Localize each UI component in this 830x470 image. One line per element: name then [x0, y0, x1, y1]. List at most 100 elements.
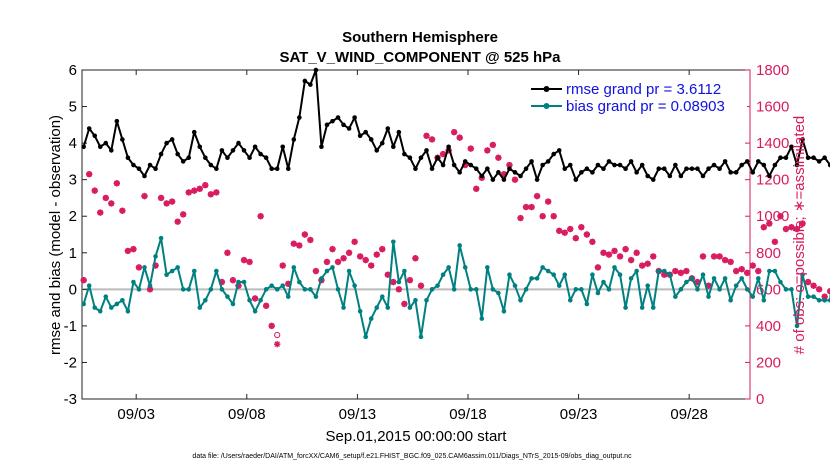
assimilated-obs-point — [174, 218, 181, 225]
y-tick-label: -3 — [64, 391, 77, 408]
legend-bias-marker — [543, 103, 550, 109]
legend: rmse grand pr = 3.6112 bias grand pr = 0… — [527, 78, 747, 116]
assimilated-obs-point — [473, 185, 480, 193]
assimilated-obs-point — [395, 286, 403, 293]
rmse-point — [490, 177, 496, 182]
bias-point — [225, 294, 230, 299]
rmse-point — [429, 166, 435, 171]
rmse-point — [136, 166, 142, 171]
rmse-point — [496, 170, 501, 175]
rmse-point — [761, 162, 767, 168]
assimilated-obs-point — [793, 225, 801, 233]
assimilated-obs-point — [815, 286, 823, 293]
bias-point — [667, 272, 673, 278]
assimilated-obs-point — [146, 286, 154, 293]
rmse-point — [391, 144, 396, 150]
rmse-point — [673, 162, 678, 168]
assimilated-obs-point — [362, 256, 369, 264]
bias-point — [827, 298, 830, 303]
rmse-point — [695, 166, 700, 171]
bias-point — [142, 265, 147, 270]
assimilated-obs-point — [163, 200, 170, 207]
bias-point — [402, 268, 407, 274]
legend-rmse-marker — [543, 86, 550, 92]
bias-point — [567, 298, 573, 303]
bias-point — [617, 272, 623, 278]
bias-point — [346, 268, 352, 274]
assimilated-obs-point — [185, 189, 192, 196]
rmse-point — [120, 137, 125, 142]
rmse-point — [396, 129, 402, 135]
bias-point — [219, 287, 225, 292]
assimilated-obs-point — [401, 300, 408, 308]
bias-point — [164, 272, 169, 278]
rmse-point — [114, 118, 120, 124]
assimilated-obs-point — [583, 231, 591, 238]
rmse-point — [656, 166, 662, 171]
rmse-point — [225, 155, 230, 161]
rmse-point — [418, 155, 424, 161]
assimilated-obs-point — [296, 242, 303, 249]
assimilated-obs-point — [777, 213, 784, 220]
assimilated-obs-point — [307, 236, 314, 244]
bias-point — [241, 279, 247, 285]
assimilated-obs-point — [539, 213, 546, 220]
rmse-point — [485, 166, 490, 171]
rmse-point — [728, 170, 733, 175]
assimilated-obs-point — [771, 238, 779, 246]
assimilated-obs-point — [301, 231, 309, 238]
rmse-point — [800, 137, 805, 142]
bias-point — [158, 235, 164, 241]
bias-point — [319, 276, 324, 281]
bias-point — [313, 294, 319, 299]
assimilated-obs-point — [406, 276, 414, 284]
rmse-point — [285, 166, 291, 171]
assimilated-obs-point — [572, 234, 580, 242]
rmse-point — [169, 137, 175, 142]
legend-bias-label: bias grand pr = 0.08903 — [566, 98, 725, 115]
assimilated-obs-point — [755, 267, 762, 275]
assimilated-obs-point — [788, 223, 795, 231]
rmse-point — [435, 155, 440, 161]
rmse-point — [164, 140, 169, 146]
assimilated-obs-point — [246, 258, 253, 266]
rmse-point — [208, 162, 214, 168]
bias-point — [800, 272, 805, 278]
rmse-point — [612, 162, 617, 168]
bias-point — [374, 305, 380, 310]
assimilated-obs-point — [102, 194, 109, 202]
rmse-point — [767, 173, 772, 179]
bias-point — [733, 283, 739, 288]
bias-point — [407, 305, 413, 310]
bias-point — [103, 294, 109, 299]
bias-point — [203, 298, 208, 303]
bias-point — [490, 287, 496, 292]
rmse-point — [92, 133, 98, 139]
assimilated-obs-point — [290, 240, 297, 247]
bias-point — [440, 272, 446, 278]
assimilated-obs-point — [340, 255, 347, 262]
bias-point — [534, 276, 540, 281]
bias-point — [308, 287, 313, 292]
rmse-point — [402, 151, 407, 157]
rmse-point — [175, 151, 180, 157]
bias-point — [501, 308, 507, 314]
assimilated-obs-point — [522, 203, 530, 211]
bias-point — [324, 268, 330, 274]
assimilated-obs-point — [506, 161, 513, 169]
bias-point — [739, 276, 745, 281]
bias-point — [92, 305, 98, 310]
assimilated-obs-point — [738, 266, 745, 273]
bias-point — [656, 268, 662, 274]
rmse-point — [567, 162, 573, 168]
rmse-point — [147, 162, 153, 168]
y2-tick-label: 200 — [756, 354, 781, 371]
y2-tick-label: 1400 — [756, 135, 789, 152]
rmse-point — [462, 159, 468, 164]
rmse-point — [81, 144, 86, 150]
rmse-point — [579, 170, 584, 175]
assimilated-obs-point — [721, 256, 729, 264]
assimilated-obs-point — [213, 189, 220, 196]
rmse-point — [280, 144, 286, 150]
rmse-point — [562, 166, 568, 171]
